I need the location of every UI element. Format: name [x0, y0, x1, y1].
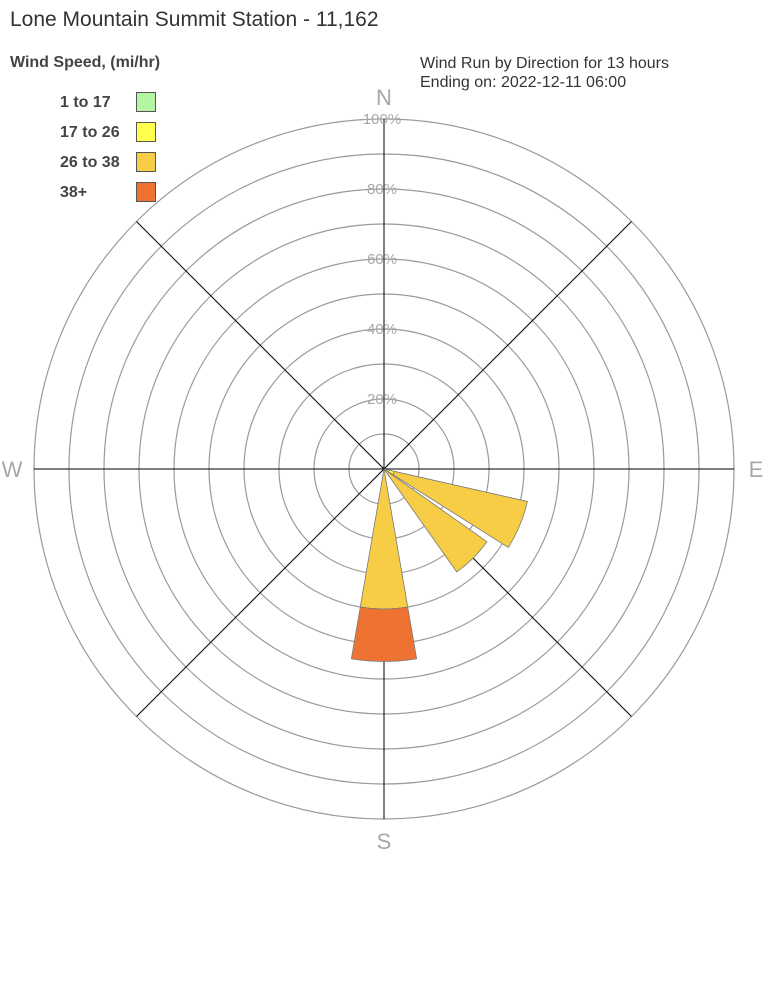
- radial-tick-label: 80%: [367, 181, 397, 198]
- radial-tick-label: 60%: [367, 251, 397, 268]
- chart-title: Lone Mountain Summit Station - 11,162: [10, 8, 379, 31]
- compass-labels: N E S W: [2, 85, 764, 854]
- wind-bars: [350, 468, 528, 662]
- legend-label: 26 to 38: [60, 154, 120, 171]
- legend-label: 17 to 26: [60, 124, 120, 141]
- legend-label: 38+: [60, 184, 88, 201]
- radial-tick-label: 20%: [367, 391, 397, 408]
- compass-label: S: [377, 829, 392, 854]
- wind-bar-segment: [383, 468, 488, 573]
- compass-label: W: [2, 457, 23, 482]
- radial-tick-labels: 20% 40% 60% 80% 100%: [363, 111, 401, 408]
- legend-item: 17 to 26: [60, 122, 180, 144]
- wind-bar-segment: [350, 606, 418, 662]
- legend-item: 26 to 38: [60, 152, 180, 174]
- legend-swatch: [136, 182, 156, 202]
- radial-tick-label: 40%: [367, 321, 397, 338]
- radial-tick-label: 100%: [363, 111, 401, 128]
- legend-label: 1 to 17: [60, 94, 111, 111]
- legend-item: 1 to 17: [60, 92, 180, 114]
- legend-swatch: [136, 92, 156, 112]
- compass-label: N: [376, 85, 392, 110]
- legend-title: Wind Speed, (mi/hr): [10, 54, 161, 71]
- wind-bar-segment: [392, 470, 528, 548]
- subtitle-line-2: Ending on: 2022-12-11 06:00: [420, 74, 627, 91]
- subtitle-line-1: Wind Run by Direction for 13 hours: [420, 55, 669, 72]
- legend-item: 38+: [60, 182, 180, 204]
- legend-swatch: [136, 122, 156, 142]
- legend-swatch: [136, 152, 156, 172]
- compass-label: E: [749, 457, 764, 482]
